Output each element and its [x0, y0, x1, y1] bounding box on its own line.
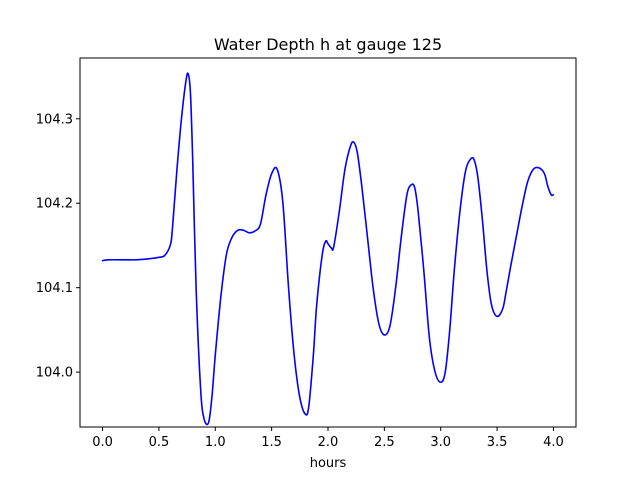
- x-axis-label: hours: [310, 456, 347, 471]
- x-tick-label: 2.5: [374, 435, 395, 450]
- x-tick-label: 3.5: [487, 435, 508, 450]
- y-tick-label: 104.0: [36, 366, 73, 381]
- x-tick-label: 1.0: [205, 435, 226, 450]
- x-tick-label: 2.0: [318, 435, 339, 450]
- chart-title: Water Depth h at gauge 125: [214, 35, 442, 54]
- y-tick-label: 104.2: [36, 197, 73, 212]
- y-tick-label: 104.1: [36, 281, 73, 296]
- series-line: [101, 72, 555, 426]
- x-tick-label: 0.5: [149, 435, 170, 450]
- plot-area: [79, 57, 577, 428]
- x-axis: 0.0 0.5 1.0 1.5 2.0 2.5 3.0 3.5 4.0: [92, 427, 564, 450]
- y-axis: 104.0 104.1 104.2 104.3: [36, 112, 80, 381]
- x-tick-label: 1.5: [261, 435, 282, 450]
- y-tick-label: 104.3: [36, 112, 73, 127]
- x-tick-label: 0.0: [92, 435, 113, 450]
- x-tick-label: 4.0: [543, 435, 564, 450]
- x-tick-label: 3.0: [430, 435, 451, 450]
